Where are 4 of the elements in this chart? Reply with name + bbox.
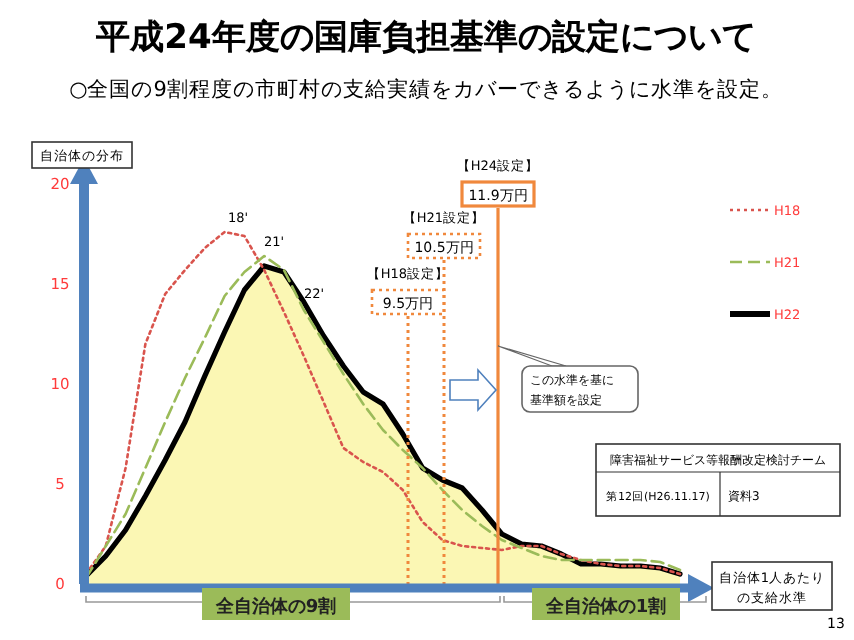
chart-subtitle: ○全国の9割程度の市町村の支給実績をカバーできるように水準を設定。: [69, 76, 783, 102]
text: 全自治体の1割: [543, 596, 667, 618]
text: 全自治体の9割: [213, 596, 337, 618]
chart-title: 平成24年度の国庫負担基準の設定について: [94, 18, 756, 58]
